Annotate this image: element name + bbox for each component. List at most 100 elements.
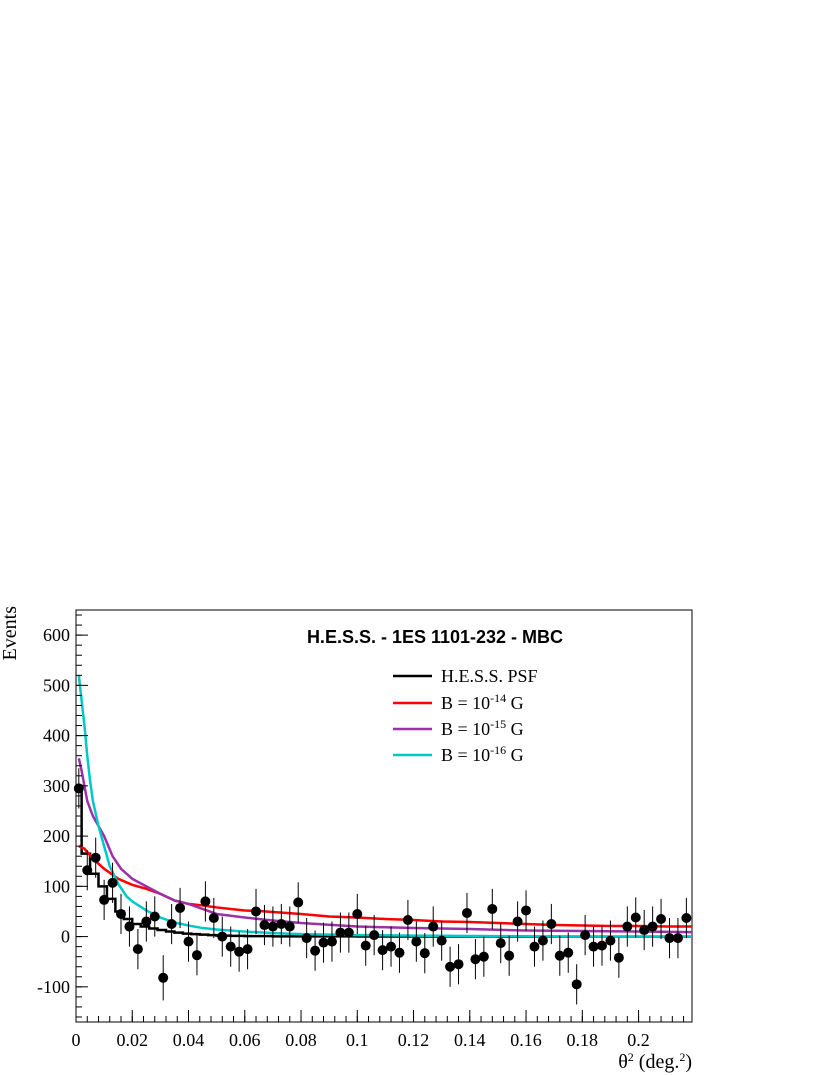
data-point	[622, 921, 633, 932]
data-point	[343, 927, 354, 938]
x-tick-label: 0.18	[567, 1030, 599, 1050]
legend-label: B = 10-14 G	[441, 691, 524, 713]
x-tick-label: 0.1	[346, 1030, 369, 1050]
data-point	[251, 906, 262, 917]
data-point	[191, 950, 202, 961]
x-tick-label: 0.12	[398, 1030, 430, 1050]
data-point	[242, 944, 253, 955]
data-point	[293, 897, 304, 908]
x-axis-label: θ2 (deg.2)	[618, 1050, 692, 1073]
data-point	[580, 930, 591, 941]
y-tick-label: 500	[43, 675, 70, 695]
data-point	[301, 933, 312, 944]
data-point	[445, 961, 456, 972]
data-point	[326, 936, 337, 947]
x-tick-label: 0.08	[285, 1030, 317, 1050]
legend-label: H.E.S.S. PSF	[441, 666, 538, 686]
data-point	[504, 950, 515, 961]
data-point	[73, 783, 84, 794]
data-point	[259, 920, 270, 931]
legend-label: B = 10-15 G	[441, 717, 524, 739]
data-point	[310, 945, 321, 956]
data-point	[360, 940, 371, 951]
data-point	[402, 915, 413, 926]
data-point	[200, 896, 211, 907]
data-point	[596, 940, 607, 951]
data-point	[478, 951, 489, 962]
data-point	[537, 935, 548, 946]
series-line-0	[76, 784, 692, 938]
y-tick-label: 600	[43, 625, 70, 645]
data-point	[588, 941, 599, 952]
data-point	[554, 950, 565, 961]
data-point	[419, 948, 430, 959]
data-point	[107, 877, 118, 888]
x-tick-label: 0.16	[510, 1030, 542, 1050]
data-point	[276, 919, 287, 930]
data-point	[82, 865, 93, 876]
series-line-1	[78, 845, 692, 928]
model-curves	[76, 675, 693, 938]
data-point	[267, 921, 278, 932]
data-point	[428, 921, 439, 932]
x-tick-label: 0.14	[454, 1030, 486, 1050]
data-point	[149, 911, 160, 922]
x-tick-label: 0.04	[173, 1030, 205, 1050]
data-point	[411, 936, 422, 947]
legend-label: B = 10-16 G	[441, 743, 524, 765]
data-point	[605, 935, 616, 946]
data-point	[234, 946, 245, 957]
data-point	[225, 941, 236, 952]
data-point	[386, 941, 397, 952]
chart-title: H.E.S.S. - 1ES 1101-232 - MBC	[307, 627, 563, 647]
data-points	[73, 768, 692, 1005]
y-tick-label: 200	[43, 826, 70, 846]
data-point	[352, 908, 363, 919]
x-tick-label: 0.2	[627, 1030, 650, 1050]
y-tick-label: 0	[61, 927, 70, 947]
data-point	[630, 912, 641, 923]
data-point	[512, 916, 523, 927]
x-tick-label: 0.02	[117, 1030, 149, 1050]
data-point	[656, 914, 667, 924]
data-point	[99, 894, 110, 905]
legend: H.E.S.S. PSF B = 10-14 G B = 10-15 G B = 10…	[393, 666, 538, 765]
y-tick-label: 400	[43, 726, 70, 746]
y-tick-label: 100	[43, 876, 70, 896]
data-point	[183, 936, 194, 947]
data-point	[141, 916, 152, 927]
data-point	[613, 952, 624, 963]
data-point	[377, 945, 388, 956]
data-point	[461, 907, 472, 918]
data-point	[672, 933, 683, 944]
data-point	[158, 972, 169, 983]
plot-frame	[75, 609, 693, 1023]
data-point	[124, 921, 135, 932]
data-point	[284, 921, 295, 932]
y-tick-label: 300	[43, 776, 70, 796]
data-point	[208, 912, 219, 923]
data-point	[546, 919, 557, 930]
data-point	[217, 931, 228, 942]
data-point	[647, 921, 658, 932]
data-point	[318, 937, 329, 948]
data-point	[132, 944, 143, 955]
y-axis-label: Events	[0, 606, 21, 661]
y-tick-label: -100	[37, 977, 70, 997]
data-point	[487, 903, 498, 914]
data-point	[664, 933, 675, 944]
x-tick-label: 0	[72, 1030, 81, 1050]
data-point	[470, 954, 481, 965]
series-line-2	[77, 757, 693, 934]
data-point	[116, 908, 127, 919]
data-point	[175, 902, 186, 913]
data-point	[335, 927, 346, 938]
data-point	[521, 905, 532, 916]
data-point	[563, 947, 574, 958]
data-point	[681, 912, 692, 923]
data-point	[369, 930, 380, 941]
data-point	[90, 852, 101, 863]
data-point	[639, 925, 650, 936]
x-tick-label: 0.06	[229, 1030, 261, 1050]
